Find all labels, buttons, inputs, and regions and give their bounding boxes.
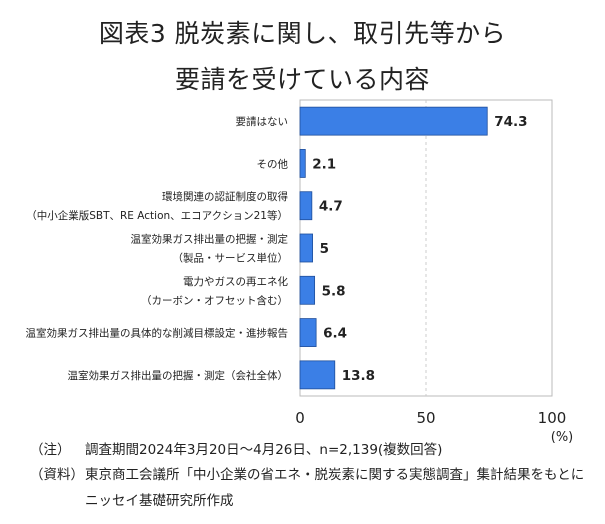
category-label: 環境関連の認証制度の取得 <box>162 190 288 203</box>
category-label: 温室効果ガス排出量の把握・測定（会社全体） <box>68 369 289 382</box>
category-label: 温室効果ガス排出量の把握・測定 <box>131 233 289 246</box>
category-label: 温室効果ガス排出量の具体的な削減目標設定・進捗報告 <box>26 327 289 340</box>
x-tick-label: 50 <box>416 409 435 427</box>
source-label: （資料） <box>30 467 84 483</box>
x-unit-label: (%) <box>551 430 574 445</box>
category-label: （中小企業版SBT、RE Action、エコアクション21等） <box>26 209 288 222</box>
bar <box>299 275 316 305</box>
bar <box>299 360 336 390</box>
category-label: 電力やガスの再エネ化 <box>183 275 288 288</box>
note-label: （注） <box>30 442 71 458</box>
x-tick-label: 0 <box>295 409 305 427</box>
x-tick-label: 100 <box>538 409 567 427</box>
data-label: 5.8 <box>322 283 346 299</box>
source-text: 東京商工会議所「中小企業の省エネ・脱炭素に関する実態調査」集計結果をもとに <box>85 467 585 483</box>
source-line: （資料）東京商工会議所「中小企業の省エネ・脱炭素に関する実態調査」集計結果をもと… <box>30 463 584 483</box>
chart-title-line2: 要請を受けている内容 <box>174 65 430 94</box>
category-label: 要請はない <box>236 115 289 128</box>
bar <box>299 233 314 263</box>
bar <box>299 149 306 178</box>
note-text: 調査期間2024年3月20日～4月26日、n=2,139(複数回答) <box>85 442 443 458</box>
data-label: 6.4 <box>323 326 347 342</box>
bar <box>299 318 317 347</box>
data-label: 2.1 <box>312 156 336 172</box>
note-line: （注） 調査期間2024年3月20日～4月26日、n=2,139(複数回答) <box>30 438 442 458</box>
category-label: その他 <box>257 157 289 170</box>
chart-title-line1: 図表3 脱炭素に関し、取引先等から <box>98 19 507 48</box>
data-label: 4.7 <box>319 199 343 215</box>
category-label: （カーボン・オフセット含む） <box>141 294 288 307</box>
category-label: （製品・サービス単位） <box>173 252 289 265</box>
bar <box>299 106 488 136</box>
source-line-2: ニッセイ基礎研究所作成 <box>85 493 234 509</box>
data-label: 13.8 <box>342 368 375 384</box>
bar <box>299 191 313 221</box>
data-label: 74.3 <box>494 114 527 130</box>
data-label: 5 <box>320 241 329 257</box>
